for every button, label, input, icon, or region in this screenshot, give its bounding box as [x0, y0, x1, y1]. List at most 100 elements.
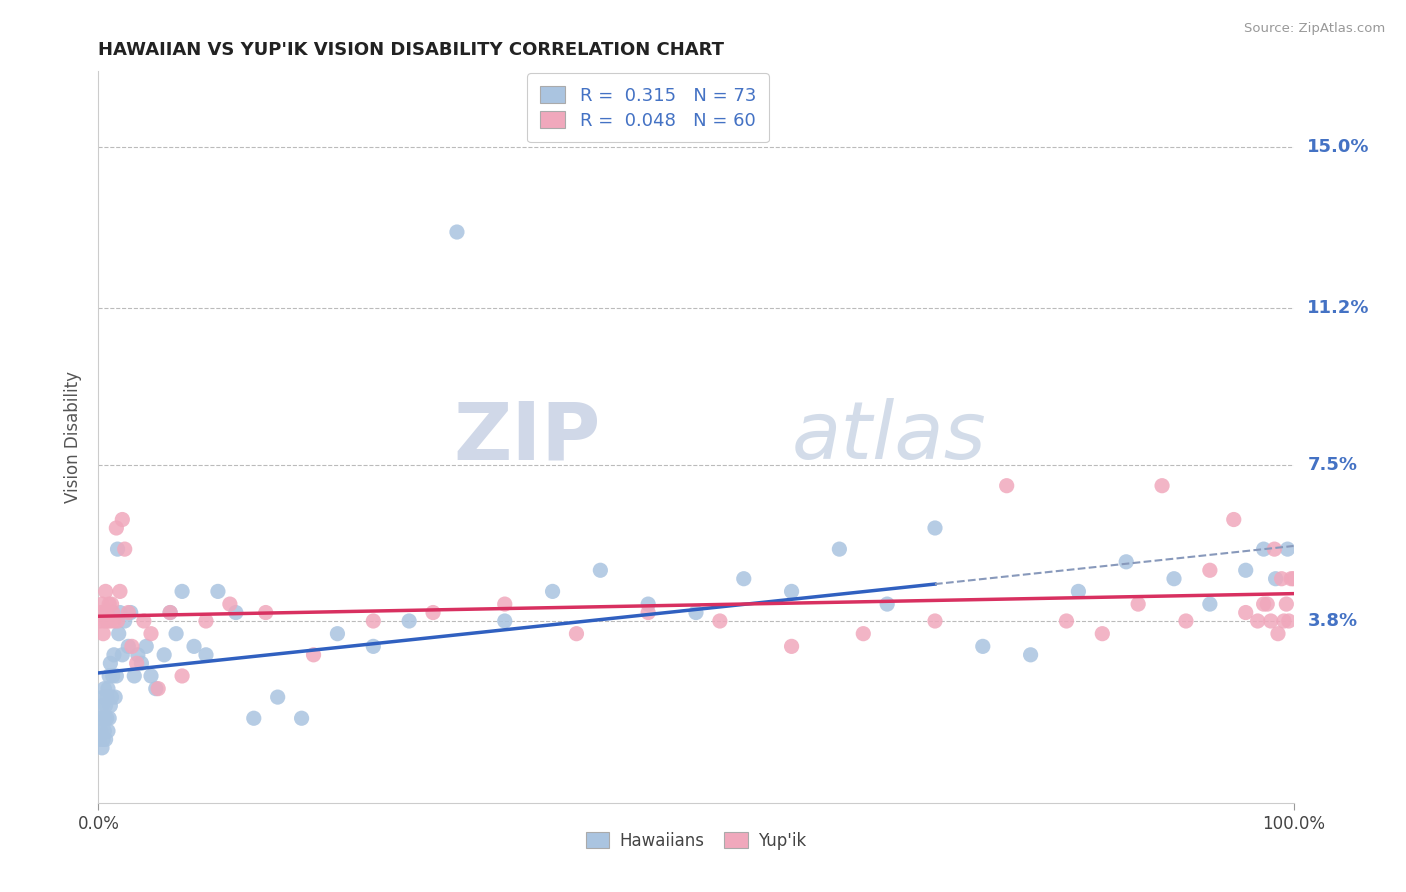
- Point: [1115, 555, 1137, 569]
- Point: [852, 626, 875, 640]
- Point: [207, 584, 229, 599]
- Point: [1271, 572, 1294, 586]
- Point: [1253, 542, 1275, 557]
- Point: [1223, 512, 1246, 526]
- Point: [1267, 626, 1289, 640]
- Point: [172, 669, 194, 683]
- Point: [91, 597, 114, 611]
- Point: [97, 614, 120, 628]
- Point: [114, 614, 136, 628]
- Point: [254, 606, 277, 620]
- Text: ZIP: ZIP: [453, 398, 600, 476]
- Point: [103, 648, 125, 662]
- Point: [117, 640, 139, 654]
- Point: [326, 626, 349, 640]
- Point: [98, 614, 122, 628]
- Point: [363, 614, 385, 628]
- Point: [302, 648, 325, 662]
- Point: [195, 614, 218, 628]
- Point: [422, 606, 444, 620]
- Point: [733, 572, 755, 586]
- Point: [108, 606, 131, 620]
- Point: [1163, 572, 1185, 586]
- Point: [121, 640, 143, 654]
- Point: [446, 225, 468, 239]
- Point: [1253, 597, 1275, 611]
- Point: [98, 669, 121, 683]
- Point: [1199, 563, 1222, 577]
- Text: 3.8%: 3.8%: [1308, 612, 1358, 630]
- Point: [1264, 572, 1286, 586]
- Point: [363, 640, 385, 654]
- Point: [780, 640, 803, 654]
- Point: [90, 711, 112, 725]
- Point: [148, 681, 170, 696]
- Point: [90, 606, 112, 620]
- Point: [103, 614, 125, 628]
- Point: [172, 584, 194, 599]
- Point: [107, 626, 129, 640]
- Point: [291, 711, 314, 725]
- Point: [94, 698, 117, 713]
- Point: [183, 640, 205, 654]
- Point: [924, 614, 946, 628]
- Point: [94, 732, 117, 747]
- Point: [159, 606, 181, 620]
- Point: [91, 732, 114, 747]
- Point: [107, 542, 129, 557]
- Point: [93, 614, 115, 628]
- Point: [1282, 572, 1305, 586]
- Point: [494, 614, 516, 628]
- Point: [96, 690, 118, 705]
- Point: [1152, 479, 1174, 493]
- Point: [96, 711, 118, 725]
- Point: [91, 698, 114, 713]
- Point: [1175, 614, 1198, 628]
- Point: [1056, 614, 1078, 628]
- Point: [117, 606, 139, 620]
- Text: 15.0%: 15.0%: [1308, 138, 1369, 156]
- Point: [1247, 614, 1270, 628]
- Point: [91, 740, 114, 755]
- Point: [1272, 614, 1295, 628]
- Point: [132, 614, 155, 628]
- Point: [243, 711, 266, 725]
- Point: [101, 606, 124, 620]
- Point: [98, 657, 122, 671]
- Point: [1277, 542, 1299, 557]
- Point: [1275, 597, 1298, 611]
- Point: [267, 690, 290, 705]
- Point: [1128, 597, 1150, 611]
- Point: [98, 711, 121, 725]
- Point: [93, 681, 115, 696]
- Y-axis label: Vision Disability: Vision Disability: [63, 371, 82, 503]
- Point: [1234, 563, 1257, 577]
- Point: [111, 512, 134, 526]
- Point: [541, 584, 564, 599]
- Point: [565, 626, 588, 640]
- Point: [124, 669, 146, 683]
- Point: [96, 606, 118, 620]
- Point: [125, 657, 148, 671]
- Point: [1067, 584, 1090, 599]
- Point: [1263, 542, 1285, 557]
- Point: [89, 614, 111, 628]
- Text: atlas: atlas: [792, 398, 987, 476]
- Point: [709, 614, 731, 628]
- Point: [93, 711, 115, 725]
- Point: [1256, 597, 1278, 611]
- Point: [94, 584, 117, 599]
- Point: [153, 648, 176, 662]
- Point: [90, 723, 112, 738]
- Point: [93, 723, 115, 738]
- Point: [108, 584, 131, 599]
- Point: [127, 648, 149, 662]
- Legend: Hawaiians, Yup'ik: Hawaiians, Yup'ik: [579, 825, 813, 856]
- Point: [111, 648, 134, 662]
- Point: [1278, 614, 1301, 628]
- Point: [1199, 597, 1222, 611]
- Point: [98, 597, 121, 611]
- Point: [120, 606, 142, 620]
- Point: [398, 614, 420, 628]
- Point: [637, 597, 659, 611]
